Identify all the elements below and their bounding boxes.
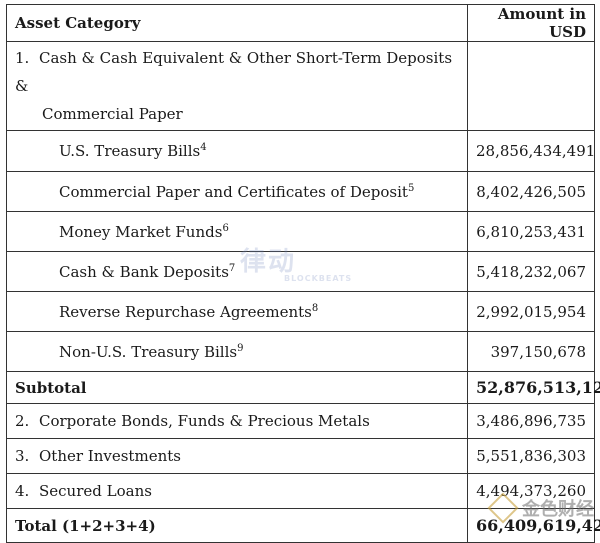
table-row: Non-U.S. Treasury Bills9 397,150,678 [6, 331, 595, 372]
header-amount: Amount in USD [467, 4, 595, 42]
group1-label: 1. Cash & Cash Equivalent & Other Short-T… [6, 41, 468, 131]
item-amount: 28,856,434,491 [467, 130, 595, 172]
item-amount: 6,810,253,431 [467, 211, 595, 252]
item-label: U.S. Treasury Bills [59, 142, 201, 160]
table-row: Money Market Funds6 6,810,253,431 [6, 211, 595, 252]
group1-row: 1. Cash & Cash Equivalent & Other Short-T… [6, 41, 595, 131]
item-label: Commercial Paper and Certificates of Dep… [59, 182, 408, 201]
watermark-sub: BLOCKBEATS [284, 274, 353, 283]
row-number: 4. [15, 482, 30, 500]
row-label: Corporate Bonds, Funds & Precious Metals [39, 412, 370, 430]
footnote-ref: 6 [222, 222, 229, 234]
table-row: Cash & Bank Deposits7 5,418,232,067 [6, 251, 595, 292]
item-amount: 5,418,232,067 [467, 251, 595, 292]
item-amount: 8,402,426,505 [467, 171, 595, 212]
row-amount: 5,551,836,303 [467, 438, 595, 474]
item-label: Reverse Repurchase Agreements [59, 302, 312, 321]
item-amount: 2,992,015,954 [467, 291, 595, 332]
footnote-ref: 8 [311, 302, 319, 314]
row-label: Secured Loans [39, 482, 152, 500]
logo-text: 金色财经 [522, 499, 594, 520]
row-amount: 3,486,896,735 [467, 403, 595, 439]
group1-amount [467, 41, 595, 131]
subtotal-label: Subtotal [6, 371, 468, 404]
table-row: Reverse Repurchase Agreements8 2,992,015… [6, 291, 595, 332]
logo: 金色财经 [487, 492, 594, 524]
logo-icon [487, 492, 519, 524]
total-label: Total (1+2+3+4) [6, 508, 468, 543]
header-category: Asset Category [6, 4, 468, 42]
watermark: 律动 BLOCKBEATS [240, 241, 352, 283]
row-label: Other Investments [39, 447, 181, 465]
asset-table: Asset Category Amount in USD 1. Cash & Ca… [6, 4, 600, 543]
subtotal-row: Subtotal 52,876,513,126 [6, 371, 600, 404]
footnote-ref: 7 [228, 262, 236, 274]
row-number: 2. [15, 412, 30, 430]
header-row: Asset Category Amount in USD [6, 4, 595, 42]
item-label: Money Market Funds [59, 222, 223, 241]
subtotal-amount: 52,876,513,126 [467, 371, 600, 404]
table-row: 2. Corporate Bonds, Funds & Precious Meta… [6, 403, 595, 439]
footnote-ref: 4 [200, 142, 207, 153]
watermark-text: 律动 [240, 247, 297, 277]
row-amount: 4,494,373,260 [467, 473, 595, 509]
item-label: Non-U.S. Treasury Bills [59, 342, 238, 361]
group1-number: 1. [15, 49, 30, 67]
item-amount: 397,150,678 [467, 331, 595, 372]
table-row: 4. Secured Loans 4,494,373,260 [6, 473, 595, 509]
group1-label-line2: Commercial Paper [42, 105, 183, 123]
footnote-ref: 5 [407, 182, 415, 194]
group1-label-line1: Cash & Cash Equivalent & Other Short-Ter… [15, 49, 453, 95]
table-row: U.S. Treasury Bills4 28,856,434,491 [6, 130, 595, 172]
row-number: 3. [15, 447, 30, 465]
footnote-ref: 9 [237, 342, 244, 354]
table-row: Commercial Paper and Certificates of Dep… [6, 171, 595, 212]
table-row: 3. Other Investments 5,551,836,303 [6, 438, 595, 474]
item-label: Cash & Bank Deposits [59, 262, 229, 281]
